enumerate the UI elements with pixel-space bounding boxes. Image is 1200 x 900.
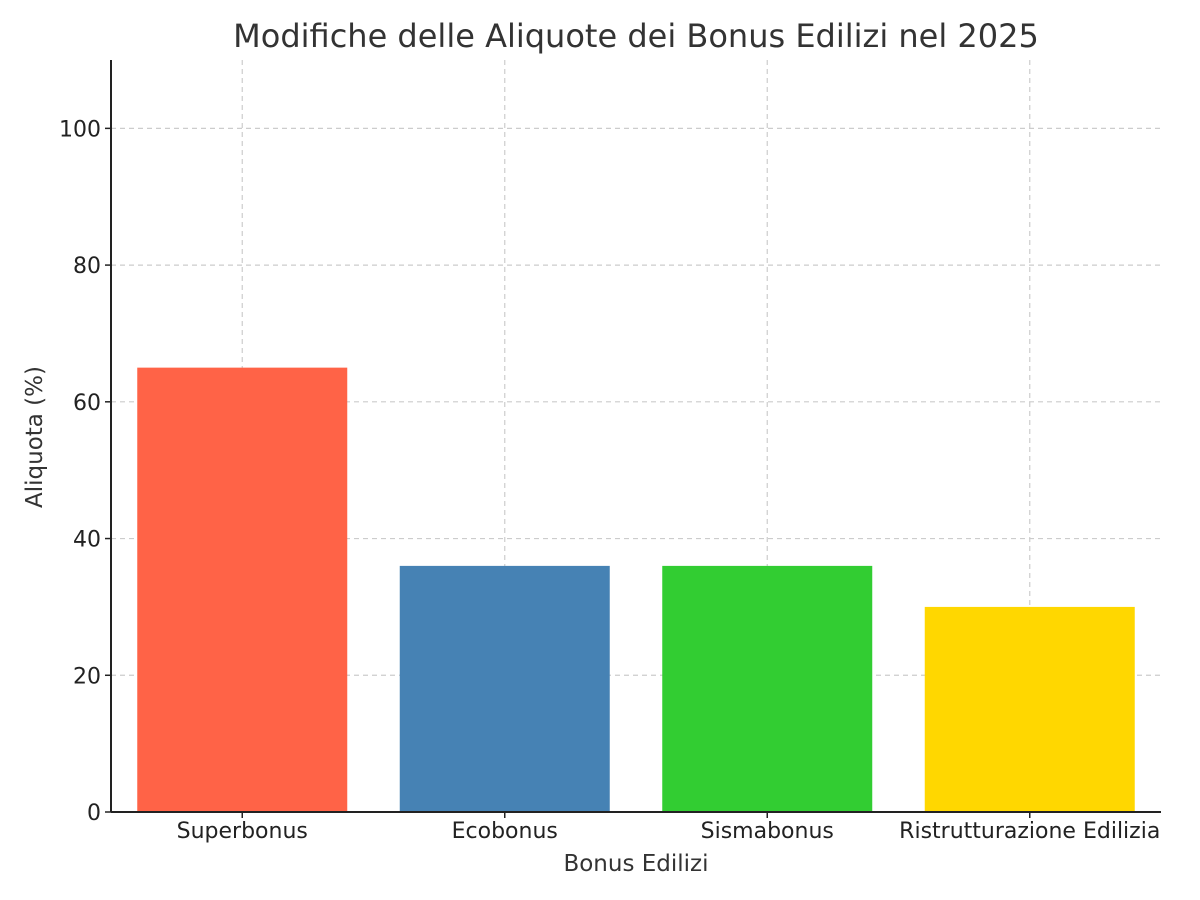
bars [137,367,1135,812]
y-axis-label: Aliquota (%) [22,366,48,508]
chart-title: Modifiche delle Aliquote dei Bonus Edili… [233,17,1039,55]
y-tick-label: 40 [73,528,101,553]
bar-ecobonus [399,565,610,812]
x-tick-label: Sismabonus [701,819,834,844]
bar-superbonus [137,367,348,812]
y-tick-label: 0 [87,801,101,826]
axes [110,60,1161,813]
x-tick-label: Ecobonus [452,819,558,844]
y-tick-label: 80 [73,254,101,279]
y-tick-label: 100 [59,117,101,142]
x-tick-label: Superbonus [177,819,308,844]
y-tick-label: 60 [73,391,101,416]
x-axis-label: Bonus Edilizi [563,851,708,877]
tick-labels: 0 20 40 60 80 100 Superbonus Ecobonus Sismabonus… [59,117,1160,844]
x-tick-label: Ristrutturazione Edilizia [899,819,1160,844]
bar-ristrutturazione-edilizia [924,606,1135,812]
y-tick-label: 20 [73,664,101,689]
bar-sismabonus [662,565,873,812]
